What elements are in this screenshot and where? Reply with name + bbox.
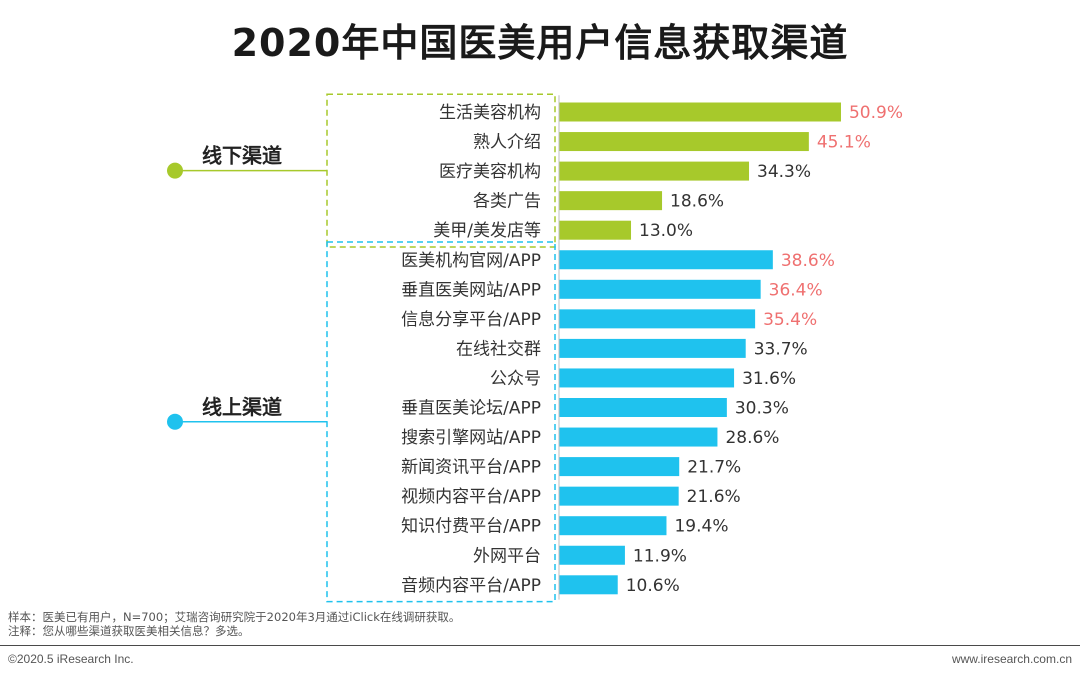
bar [559,368,735,388]
value-label: 36.4% [769,280,823,300]
category-label: 搜索引擎网站/APP [401,428,541,448]
value-label: 10.6% [626,576,680,596]
value-label: 50.9% [849,103,903,123]
category-label: 公众号 [490,369,541,389]
bar [559,279,761,299]
bar [559,132,809,152]
chart-notes: 样本：医美已有用户，N=700；艾瑞咨询研究院于2020年3月通过iClick在… [8,610,460,638]
bar [559,309,756,329]
bar [559,398,727,417]
category-label: 音频内容平台/APP [401,576,541,596]
category-label: 医疗美容机构 [439,162,541,182]
category-label: 垂直医美网站/APP [401,280,541,300]
category-label: 视频内容平台/APP [401,487,541,507]
bar [559,545,625,565]
value-label: 18.6% [670,192,724,212]
group-dot [167,413,183,430]
category-label: 美甲/美发店等 [433,221,541,241]
value-label: 33.7% [754,339,808,359]
category-label: 知识付费平台/APP [401,517,541,537]
value-label: 38.6% [781,251,835,271]
value-label: 21.6% [687,487,741,507]
category-label: 在线社交群 [456,339,541,359]
category-label: 垂直医美论坛/APP [401,399,541,419]
bar [559,338,746,358]
bar [559,457,680,477]
category-label: 信息分享平台/APP [401,310,541,330]
group-label: 线下渠道 [202,144,282,168]
bar [559,427,718,447]
footer-website: www.iresearch.com.cn [951,652,1072,666]
footer-divider [0,645,1080,646]
value-label: 21.7% [687,458,741,478]
chart-title: 2020年中国医美用户信息获取渠道 [231,21,849,65]
value-label: 28.6% [725,428,779,448]
value-label: 45.1% [817,133,871,153]
value-label: 31.6% [742,369,796,389]
category-label: 医美机构官网/APP [401,251,541,271]
category-label: 生活美容机构 [439,103,541,123]
bar [559,250,773,270]
footer-copyright: ©2020.5 iResearch Inc. [8,652,134,666]
category-label: 外网平台 [473,546,541,566]
bar [559,486,679,506]
sample-note: 样本：医美已有用户，N=700；艾瑞咨询研究院于2020年3月通过iClick在… [8,610,461,624]
value-label: 35.4% [763,310,817,330]
bar-chart: 生活美容机构 50.9% 熟人介绍 45.1% 医疗美容机构 34.3% 各类广告 18.6%… [167,93,903,603]
value-label: 13.0% [639,221,693,241]
group-dot [167,162,183,179]
group-label: 线上渠道 [202,395,282,419]
bar [559,161,750,181]
category-label: 熟人介绍 [473,132,541,153]
bar [559,102,841,122]
value-label: 30.3% [735,399,789,419]
bar [559,220,632,240]
remark-note: 注释：您从哪些渠道获取医美相关信息？多选。 [8,624,250,638]
value-label: 19.4% [674,517,728,537]
bar [559,575,618,595]
value-label: 34.3% [757,162,811,182]
bar [559,191,663,211]
value-label: 11.9% [633,546,687,566]
bar [559,516,667,536]
category-label: 新闻资讯平台/APP [401,458,541,478]
category-label: 各类广告 [473,192,541,212]
